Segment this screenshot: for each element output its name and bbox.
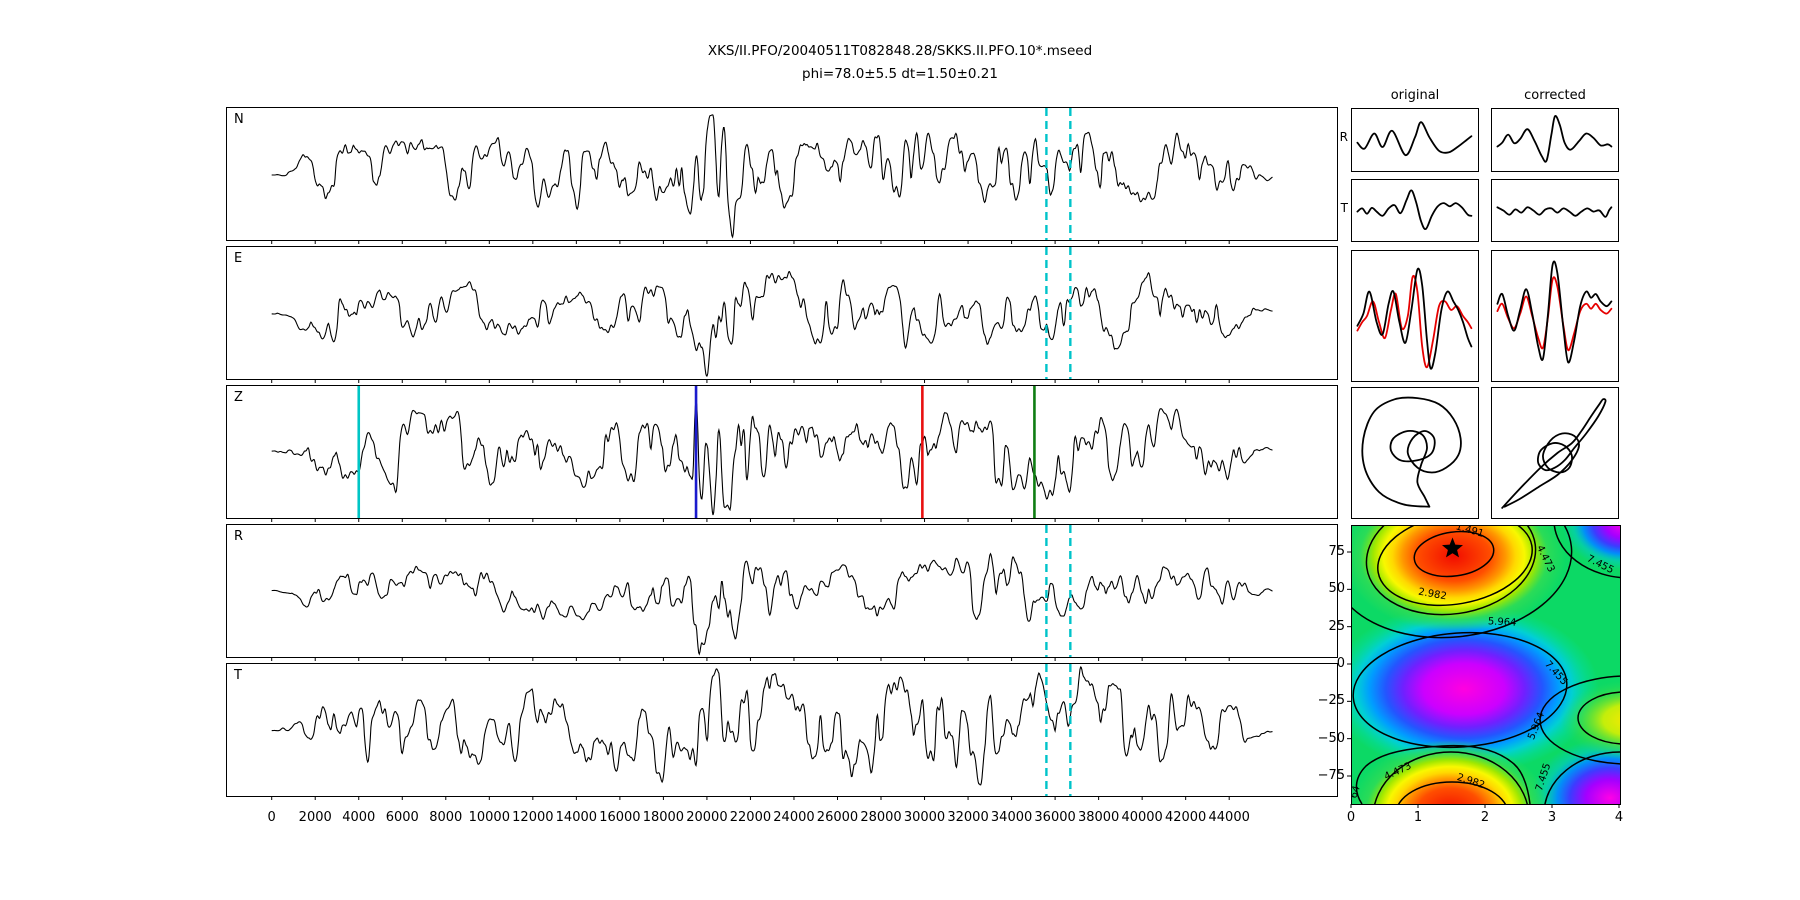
error-surface-panel: 1.491 2.982 4.473 7.455 5.964 7.455 5.964 7.455… [1351,525,1621,805]
small-panel-T-corrected [1491,179,1619,242]
x-tick-label: 18000 [642,810,685,825]
row-label-T: T [1340,201,1348,215]
small-panel-R-original [1351,108,1479,172]
x-tick-label: 4000 [342,810,376,825]
waveform-panel-Z [226,385,1338,519]
channel-label-T: T [234,668,242,683]
x-tick-label: 14000 [555,810,598,825]
row-label-R: R [1339,130,1348,144]
x-tick-label: 24000 [773,810,815,825]
x-tick-label: 16000 [599,810,641,825]
x-tick-label: 30000 [903,810,946,825]
error-surface-y-tick-label: −25 [1317,693,1345,709]
x-tick-label: 36000 [1034,810,1076,825]
small-plot-T-corrected [1496,206,1613,218]
waveform-panel-E [226,246,1338,380]
contour-label: 5.964 [1488,616,1517,628]
small-panel-particle-motion-corrected [1491,387,1619,519]
channel-label-N: N [234,112,244,127]
error-surface-x-tick-label: 2 [1480,810,1490,825]
waveform-trace-N [271,108,1273,240]
contour-label: 2.982 [1417,587,1447,603]
small-panel-R-corrected [1491,108,1619,172]
small-plot-overlay-original [1356,267,1473,370]
x-tick-label: 12000 [512,810,554,825]
figure-subtitle: phi=78.0±5.5 dt=1.50±0.21 [802,66,998,82]
small-plot-particle-motion-original [1361,396,1462,508]
x-tick-label: 6000 [385,810,419,825]
error-surface-x-tick-label: 3 [1547,810,1557,825]
x-tick-label: 34000 [990,810,1033,825]
x-tick-label: 10000 [468,810,510,825]
x-tick-label: 26000 [816,810,859,825]
contour-label: 64 [1352,784,1363,800]
small-panel-overlay-original [1351,250,1479,382]
error-surface-x-tick-label: 4 [1614,810,1624,825]
x-tick-label: 44000 [1208,810,1250,825]
error-surface-y-tick-label: −75 [1317,767,1345,783]
waveform-trace-T [271,664,1273,796]
x-tick-label: 32000 [947,810,989,825]
small-panel-particle-motion-original [1351,387,1479,519]
best-fit-star-marker [1442,537,1463,558]
error-surface-y-tick-label: 25 [1328,618,1345,634]
small-plot-T-original [1356,189,1473,230]
x-tick-label: 38000 [1077,810,1120,825]
channel-label-E: E [234,251,243,266]
small-panel-overlay-corrected [1491,250,1619,382]
waveform-panel-T [226,663,1338,797]
small-plot-R-corrected [1496,115,1613,163]
x-tick-label: 20000 [686,810,728,825]
error-surface-y-tick-label: −50 [1317,730,1345,746]
small-plot-particle-motion-corrected [1501,398,1607,509]
waveform-trace-R [271,525,1273,657]
small-panel-T-original [1351,179,1479,242]
channel-label-R: R [234,529,244,544]
waveform-trace-Z [271,386,1273,518]
waveform-panel-R [226,524,1338,658]
x-tick-label: 22000 [729,810,772,825]
x-tick-label: 8000 [429,810,463,825]
error-surface-y-tick-label: 0 [1336,656,1345,671]
column-header-original: original [1390,88,1440,103]
small-plot-overlay-corrected [1496,260,1613,364]
small-plot-R-original [1356,121,1473,156]
error-surface-x-tick-label: 0 [1346,810,1356,825]
waveform-panel-N [226,107,1338,241]
error-surface-y-tick-label: 75 [1328,544,1345,559]
column-header-corrected: corrected [1524,88,1586,103]
error-surface-x-tick-label: 1 [1413,810,1423,825]
channel-label-Z: Z [234,390,243,405]
error-surface-y-tick-label: 50 [1328,581,1345,597]
figure-title: XKS/II.PFO/20040511T082848.28/SKKS.II.PF… [707,43,1093,59]
x-tick-label: 40000 [1121,810,1163,825]
x-tick-label: 28000 [860,810,902,825]
x-tick-label: 0 [267,810,276,825]
x-tick-label: 42000 [1164,810,1207,825]
x-tick-label: 2000 [298,810,332,825]
waveform-trace-E [271,247,1273,379]
